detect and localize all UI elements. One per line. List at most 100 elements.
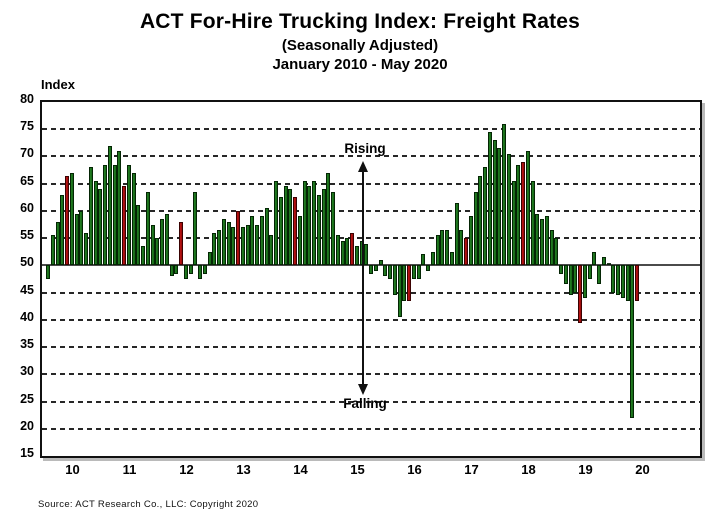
- bar-2010-05: [65, 175, 70, 266]
- bar-2011-08: [136, 205, 141, 266]
- bar-2014-09: [312, 180, 317, 266]
- bar-2011-01: [103, 164, 108, 266]
- bar-2012-01: [160, 219, 165, 266]
- bar-2019-03: [568, 265, 573, 296]
- bar-2013-01: [217, 229, 222, 266]
- y-tick-80: 80: [20, 92, 34, 106]
- bar-2018-07: [530, 180, 535, 266]
- bar-2014-12: [326, 172, 331, 266]
- bar-2017-09: [483, 167, 488, 266]
- gridline-75: [42, 128, 700, 131]
- bar-2010-12: [98, 189, 103, 266]
- y-tick-35: 35: [20, 337, 34, 352]
- plot-area: Rising Falling: [40, 100, 702, 458]
- gridline-65: [42, 182, 700, 185]
- falling-annotation: Falling: [343, 396, 387, 411]
- x-tick-11: 11: [122, 462, 137, 477]
- bar-2010-09: [84, 232, 89, 266]
- bar-2017-05: [464, 238, 469, 266]
- bar-2016-10: [430, 251, 435, 266]
- bar-2019-05: [578, 265, 583, 323]
- bar-2017-08: [478, 175, 483, 266]
- bar-2014-04: [288, 189, 293, 266]
- x-tick-19: 19: [578, 462, 593, 477]
- bar-2014-06: [297, 216, 302, 266]
- bar-2013-12: [269, 235, 274, 266]
- bar-2020-05: [635, 265, 640, 301]
- y-tick-15: 15: [20, 446, 34, 460]
- bar-2018-10: [544, 216, 549, 266]
- bar-2011-09: [141, 246, 146, 266]
- bar-2010-11: [93, 180, 98, 266]
- bar-2015-08: [364, 243, 369, 266]
- bar-2016-07: [416, 265, 421, 279]
- bar-2011-04: [117, 151, 122, 266]
- bar-2010-02: [50, 235, 55, 266]
- bar-2010-07: [74, 213, 79, 266]
- bar-2012-12: [212, 232, 217, 266]
- bar-2013-10: [259, 216, 264, 266]
- bar-2013-03: [226, 221, 231, 266]
- bar-2012-11: [207, 251, 212, 266]
- bar-2017-11: [492, 140, 497, 266]
- bar-2012-05: [179, 221, 184, 266]
- bar-2019-07: [587, 265, 592, 279]
- chart-title: ACT For-Hire Trucking Index: Freight Rat…: [139, 10, 581, 33]
- bar-2018-03: [511, 180, 516, 266]
- bar-2019-08: [592, 251, 597, 266]
- bar-2016-08: [421, 254, 426, 266]
- gridline-45: [42, 291, 700, 294]
- y-tick-20: 20: [20, 418, 34, 433]
- x-tick-13: 13: [236, 462, 251, 477]
- bar-2017-04: [459, 229, 464, 266]
- bar-2010-06: [69, 172, 74, 266]
- bar-2015-02: [335, 235, 340, 266]
- bar-2016-01: [388, 265, 393, 279]
- bar-2019-04: [573, 265, 578, 293]
- gridline-20: [42, 427, 700, 430]
- bar-2012-02: [164, 213, 169, 266]
- y-tick-30: 30: [20, 364, 34, 379]
- bar-2016-04: [402, 265, 407, 301]
- bar-2018-02: [506, 153, 511, 266]
- x-tick-15: 15: [350, 462, 365, 477]
- bar-2019-02: [563, 265, 568, 285]
- bar-2016-12: [440, 229, 445, 266]
- bar-2018-09: [540, 219, 545, 266]
- x-tick-10: 10: [65, 462, 80, 477]
- bar-2017-12: [497, 148, 502, 266]
- gridline-25: [42, 400, 700, 403]
- bar-2014-02: [278, 197, 283, 266]
- bar-2018-06: [525, 151, 530, 266]
- bar-2016-09: [426, 265, 431, 271]
- bar-2015-05: [350, 232, 355, 266]
- bar-2014-10: [316, 194, 321, 266]
- bar-2015-11: [378, 259, 383, 266]
- bar-2010-03: [55, 221, 60, 266]
- bar-2017-06: [468, 216, 473, 266]
- bar-2012-10: [202, 265, 207, 274]
- y-tick-55: 55: [20, 228, 34, 243]
- bar-2012-04: [174, 265, 179, 274]
- bar-2013-02: [221, 219, 226, 266]
- bar-2013-06: [240, 227, 245, 266]
- bar-2019-10: [601, 257, 606, 266]
- bar-2018-08: [535, 213, 540, 266]
- bar-2013-08: [250, 216, 255, 266]
- bar-2018-05: [521, 161, 526, 266]
- bar-2011-11: [150, 224, 155, 266]
- bar-2015-03: [340, 240, 345, 266]
- bar-2020-03: [625, 265, 630, 301]
- bar-2012-08: [193, 191, 198, 266]
- bar-2019-12: [611, 265, 616, 293]
- bar-2014-05: [293, 197, 298, 266]
- x-tick-17: 17: [464, 462, 479, 477]
- bar-2018-11: [549, 229, 554, 266]
- x-tick-14: 14: [293, 462, 308, 477]
- bar-2011-03: [112, 164, 117, 266]
- bar-2016-03: [397, 265, 402, 318]
- bar-2016-05: [407, 265, 412, 301]
- bar-2014-01: [274, 180, 279, 266]
- y-tick-45: 45: [20, 282, 34, 297]
